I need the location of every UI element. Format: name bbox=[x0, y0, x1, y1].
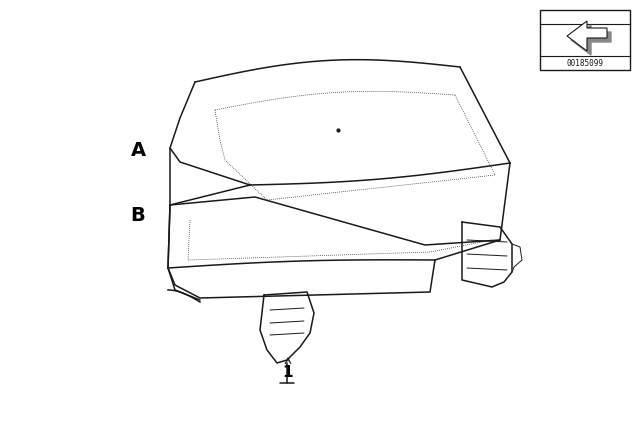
Text: 00185099: 00185099 bbox=[566, 59, 604, 68]
Text: B: B bbox=[131, 206, 145, 224]
Polygon shape bbox=[571, 25, 611, 55]
Polygon shape bbox=[567, 21, 607, 51]
Bar bbox=[540, 10, 630, 70]
Text: A: A bbox=[131, 141, 145, 159]
Text: 1: 1 bbox=[283, 365, 293, 379]
